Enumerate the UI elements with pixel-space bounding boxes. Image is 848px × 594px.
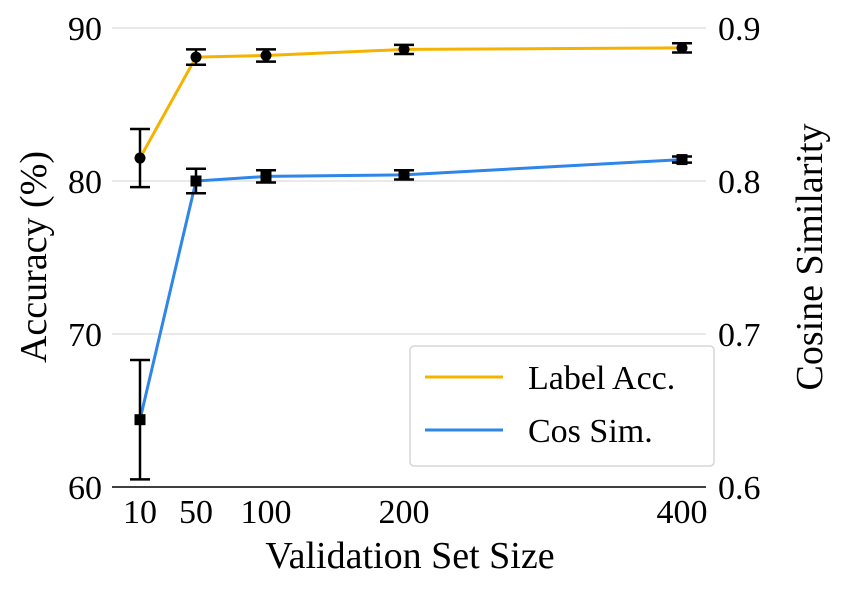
x-tick-label: 100	[241, 494, 292, 531]
y-right-axis-ticks: 0.6 0.7 0.8 0.9	[718, 11, 761, 507]
x-tick-label: 10	[123, 494, 157, 531]
x-tick-label: 200	[379, 494, 430, 531]
x-tick-label: 400	[657, 494, 708, 531]
y-left-tick-label: 70	[68, 317, 102, 354]
data-point	[676, 154, 688, 166]
y-right-tick-label: 0.8	[718, 164, 761, 201]
y-right-axis-title: Cosine Similarity	[789, 123, 831, 390]
y-left-axis-ticks: 60 70 80 90	[68, 11, 102, 507]
data-point	[190, 51, 202, 63]
data-point	[260, 50, 272, 62]
data-point	[260, 170, 272, 182]
data-point	[398, 43, 410, 55]
y-left-tick-label: 90	[68, 11, 102, 48]
x-axis-ticks: 10 50 100 200 400	[123, 494, 708, 531]
data-point	[676, 42, 688, 54]
legend: Label Acc. Cos Sim.	[409, 345, 715, 467]
series-layer	[130, 42, 692, 481]
data-point	[398, 169, 410, 181]
y-right-tick-label: 0.6	[718, 470, 761, 507]
legend-label-label-acc: Label Acc.	[528, 360, 675, 397]
legend-label-cos-sim: Cos Sim.	[528, 413, 653, 450]
series-line	[138, 46, 683, 159]
data-point	[134, 414, 146, 426]
data-point	[190, 175, 202, 187]
y-right-tick-label: 0.7	[718, 317, 761, 354]
x-axis-title: Validation Set Size	[265, 535, 554, 577]
x-tick-label: 50	[179, 494, 213, 531]
series-cos-sim	[130, 154, 692, 481]
y-left-axis-title: Accuracy (%)	[13, 151, 55, 363]
y-left-tick-label: 80	[68, 164, 102, 201]
data-point	[134, 152, 146, 164]
y-right-tick-label: 0.9	[718, 11, 761, 48]
y-left-tick-label: 60	[68, 470, 102, 507]
series-label-acc	[130, 42, 692, 189]
